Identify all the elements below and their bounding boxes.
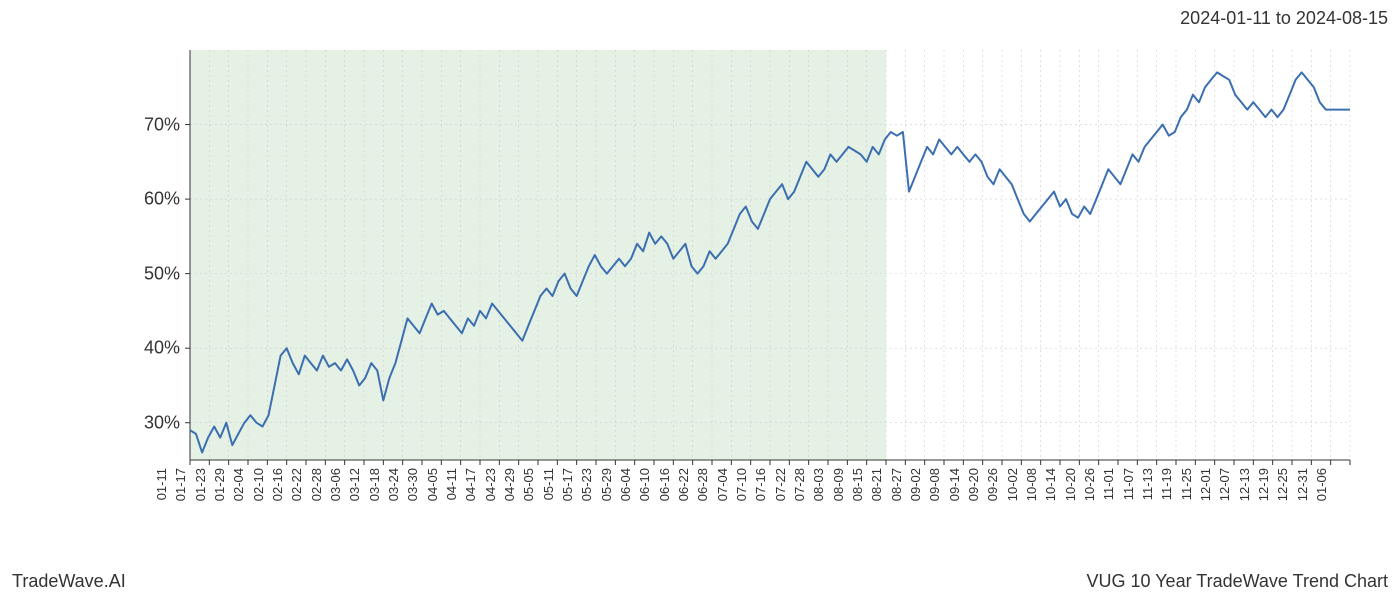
chart-title: VUG 10 Year TradeWave Trend Chart — [1087, 571, 1389, 592]
y-tick-label: 60% — [120, 189, 180, 210]
trend-chart: 30%40%50%60%70% 01-1101-1701-2301-2902-0… — [0, 40, 1400, 540]
date-range-label: 2024-01-11 to 2024-08-15 — [1180, 8, 1388, 29]
y-tick-label: 30% — [120, 412, 180, 433]
brand-label: TradeWave.AI — [12, 571, 126, 592]
chart-svg — [0, 40, 1400, 480]
x-tick-label: 01-06 — [1314, 468, 1386, 501]
y-tick-label: 70% — [120, 114, 180, 135]
y-tick-label: 50% — [120, 263, 180, 284]
y-tick-label: 40% — [120, 338, 180, 359]
